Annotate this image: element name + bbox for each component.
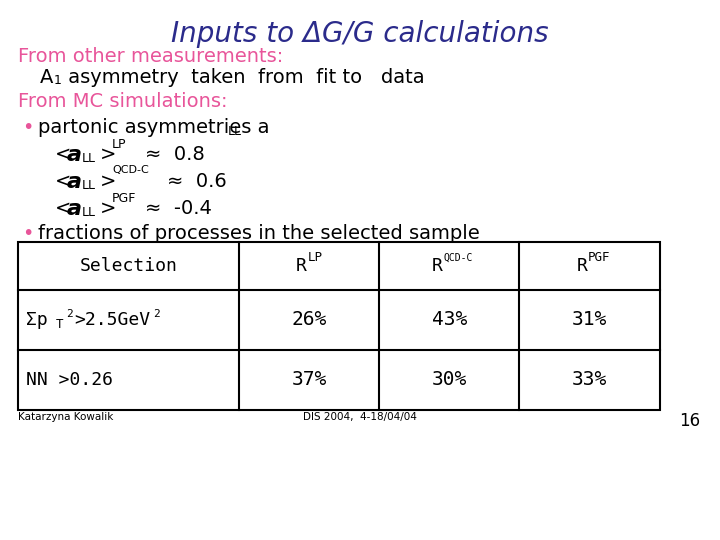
Text: partonic asymmetries a: partonic asymmetries a [38, 118, 269, 137]
Text: R: R [296, 257, 307, 275]
Text: LL: LL [82, 179, 96, 192]
Text: LL: LL [82, 206, 96, 219]
Text: NN >0.26: NN >0.26 [26, 371, 113, 389]
Text: ≈  -0.4: ≈ -0.4 [145, 199, 212, 218]
Text: LL: LL [228, 125, 242, 138]
Text: R: R [432, 257, 443, 275]
Text: R: R [576, 257, 587, 275]
Text: DIS 2004,  4-18/04/04: DIS 2004, 4-18/04/04 [303, 412, 417, 422]
Text: Selection: Selection [80, 257, 178, 275]
Text: Σp: Σp [26, 311, 48, 329]
Text: ≈  0.8: ≈ 0.8 [145, 145, 204, 164]
Text: A: A [40, 68, 53, 87]
Text: a: a [67, 145, 82, 165]
Text: From MC simulations:: From MC simulations: [18, 92, 228, 111]
Text: PGF: PGF [112, 192, 136, 205]
Text: 43%: 43% [432, 310, 467, 329]
Text: 26%: 26% [292, 310, 327, 329]
Text: LP: LP [307, 252, 323, 265]
Text: From other measurements:: From other measurements: [18, 47, 283, 66]
Text: >: > [100, 199, 117, 218]
Text: Inputs to ΔG/G calculations: Inputs to ΔG/G calculations [171, 20, 549, 48]
Text: >2.5GeV: >2.5GeV [74, 311, 150, 329]
Text: ≈  0.6: ≈ 0.6 [167, 172, 227, 191]
Text: •: • [22, 118, 33, 137]
Text: >: > [100, 145, 117, 164]
Text: a: a [67, 199, 82, 219]
Text: 33%: 33% [572, 370, 608, 389]
Text: Katarzyna Kowalik: Katarzyna Kowalik [18, 412, 113, 422]
Text: QCD-C: QCD-C [112, 165, 149, 175]
Text: >: > [100, 172, 117, 191]
Text: QCD-C: QCD-C [444, 253, 473, 263]
Text: asymmetry  taken  from  fit to   data: asymmetry taken from fit to data [62, 68, 425, 87]
Text: T: T [56, 319, 63, 332]
Text: fractions of processes in the selected sample: fractions of processes in the selected s… [38, 224, 480, 243]
Text: LL: LL [82, 152, 96, 165]
Text: 2: 2 [66, 309, 73, 319]
Text: 31%: 31% [572, 310, 608, 329]
Text: 30%: 30% [432, 370, 467, 389]
Text: <: < [55, 145, 71, 164]
Text: a: a [67, 172, 82, 192]
Text: 16: 16 [679, 412, 700, 430]
Text: 1: 1 [54, 74, 62, 87]
Text: <: < [55, 172, 71, 191]
Text: •: • [22, 224, 33, 243]
Text: PGF: PGF [588, 252, 611, 265]
Text: 37%: 37% [292, 370, 327, 389]
Text: LP: LP [112, 138, 127, 151]
Text: 2: 2 [153, 309, 160, 319]
Text: <: < [55, 199, 71, 218]
